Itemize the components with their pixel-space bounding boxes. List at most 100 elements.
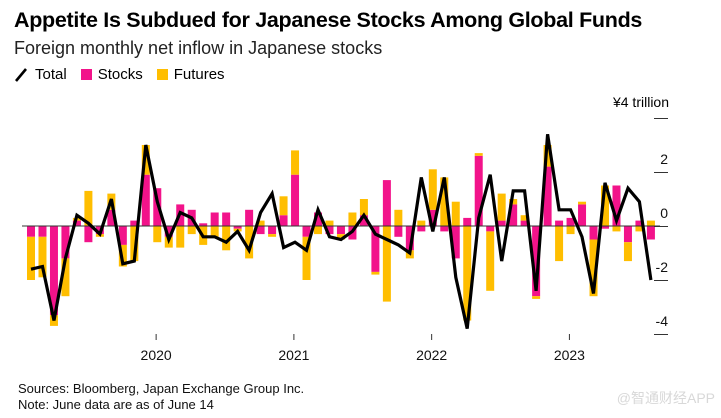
stocks-bar [49, 226, 58, 316]
futures-bar [348, 212, 357, 226]
sources-note: Sources: Bloomberg, Japan Exchange Group… [18, 381, 305, 396]
stocks-bar [566, 217, 575, 226]
futures-bar [612, 226, 621, 232]
futures-bar [394, 209, 403, 226]
stocks-bar [336, 226, 345, 235]
futures-bar [451, 201, 460, 226]
futures-bar [509, 199, 518, 205]
legend-label-total: Total [35, 66, 67, 83]
stocks-bar [382, 180, 391, 226]
futures-bar [222, 226, 231, 251]
y-axis: 2 0 -2 -4 [654, 118, 669, 335]
futures-bar [130, 226, 139, 262]
x-tick-label: 2021 [278, 347, 309, 363]
futures-bar [256, 220, 265, 226]
stocks-bar [486, 226, 495, 232]
futures-swatch-icon [156, 69, 168, 80]
stocks-bar [555, 220, 564, 226]
stocks-bar [520, 220, 529, 226]
futures-bar [497, 193, 506, 221]
stocks-bar [118, 226, 127, 245]
futures-bar [245, 226, 254, 259]
stocks-bar [72, 220, 81, 226]
stocks-bar [509, 204, 518, 226]
x-tick-label: 2022 [416, 347, 447, 363]
stocks-bar [233, 226, 242, 229]
futures-bar [601, 185, 609, 226]
stocks-bar [623, 226, 632, 243]
line-swatch-icon [15, 67, 27, 82]
stocks-bar [371, 226, 380, 272]
chart-title: Appetite Is Subdued for Japanese Stocks … [14, 8, 643, 32]
stocks-bar [314, 212, 322, 226]
futures-bar [314, 226, 322, 235]
futures-bar [474, 153, 483, 156]
x-tick-label: 2023 [554, 347, 585, 363]
futures-bar [555, 226, 564, 262]
futures-bar [38, 236, 47, 278]
stocks-bar [474, 155, 483, 226]
y-tick-label: 2 [660, 151, 668, 167]
stocks-bar [463, 217, 472, 226]
legend-item-stocks: Stocks [80, 66, 143, 83]
stocks-bar [256, 226, 265, 235]
futures-bar [646, 220, 655, 226]
stocks-bar [394, 226, 403, 237]
stocks-swatch-icon [80, 69, 92, 80]
stocks-bar [578, 204, 587, 226]
stocks-bar [417, 226, 426, 232]
stocks-bar [440, 226, 449, 232]
watermark: @智通财经APP [616, 390, 715, 406]
futures-bars [27, 145, 655, 326]
futures-bar [291, 150, 300, 175]
y-tick-label: -4 [656, 313, 669, 329]
stocks-bar [635, 220, 644, 226]
y-tick-label: -2 [656, 259, 669, 275]
stocks-bar [141, 174, 150, 226]
futures-bar [336, 234, 345, 240]
stocks-bar [359, 215, 368, 226]
stocks-bar [532, 226, 541, 297]
stocks-bar [646, 226, 655, 240]
stocks-bar [601, 226, 609, 229]
legend: Total Stocks Futures [14, 66, 239, 83]
data-note: Note: June data are as of June 14 [18, 397, 214, 412]
stocks-bar [61, 226, 70, 259]
stocks-bar [451, 226, 460, 259]
stocks-bar [279, 215, 288, 226]
futures-bar [302, 236, 311, 280]
futures-bar [27, 236, 35, 280]
futures-bar [359, 199, 368, 216]
stocks-bar [497, 220, 506, 226]
futures-bar [578, 201, 587, 205]
futures-bar [520, 215, 529, 221]
legend-item-futures: Futures [156, 66, 225, 83]
stocks-bar [268, 226, 277, 235]
x-tick-label: 2020 [141, 347, 172, 363]
futures-bar [187, 226, 196, 235]
y-tick-label: 0 [660, 205, 668, 221]
futures-bar [463, 226, 472, 321]
legend-label-futures: Futures [173, 66, 225, 83]
futures-bar [623, 242, 632, 262]
stocks-bar [291, 174, 300, 226]
futures-bar [635, 226, 644, 232]
stocks-bar [325, 226, 334, 235]
futures-bar [268, 234, 277, 237]
stocks-bar [612, 185, 621, 226]
stocks-bar [589, 226, 598, 240]
stocks-bar [428, 209, 437, 226]
futures-bar [279, 196, 288, 216]
futures-bar [589, 239, 598, 297]
stocks-bar [199, 223, 208, 226]
y-axis-unit-label: ¥4 trillion [612, 94, 669, 110]
futures-bar [532, 296, 541, 299]
stocks-bar [130, 220, 139, 226]
futures-bar [428, 169, 437, 210]
stocks-bar [405, 226, 414, 251]
stocks-bar [27, 226, 35, 237]
futures-bar [382, 226, 391, 302]
stocks-bar [543, 166, 552, 226]
stocks-bar [38, 226, 47, 237]
